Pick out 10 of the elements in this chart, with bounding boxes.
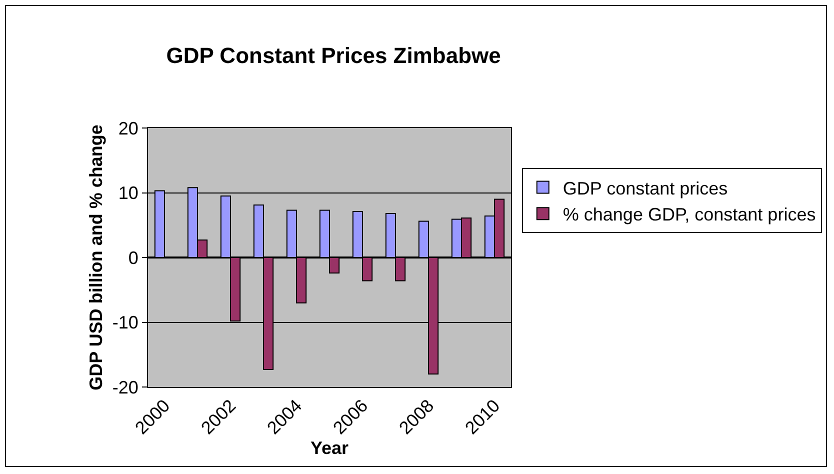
y-tick-label: 0	[128, 248, 138, 268]
y-tick-label: 20	[118, 118, 138, 138]
chart-title: GDP Constant Prices Zimbabwe	[166, 42, 501, 68]
y-tick-label: -20	[112, 377, 138, 398]
y-axis-title: GDP USD billion and % change	[86, 124, 106, 390]
y-tick-label: -10	[112, 312, 138, 333]
x-axis-title: Year	[310, 438, 349, 458]
legend-label: GDP constant prices	[562, 178, 728, 198]
legend-label: % change GDP, constant prices	[562, 204, 816, 225]
y-tick-label: 10	[118, 183, 138, 204]
